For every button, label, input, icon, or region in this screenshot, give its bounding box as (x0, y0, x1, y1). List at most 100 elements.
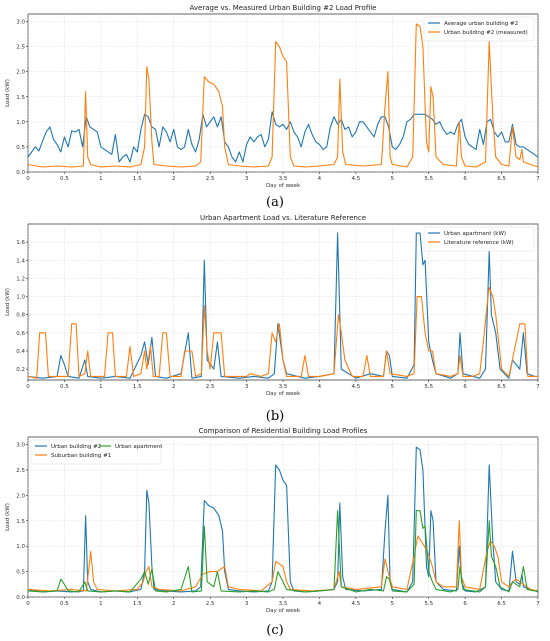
series-line-2 (28, 23, 538, 168)
x-tick-label: 2.5 (206, 384, 215, 390)
chart-panel-1: 0 0.5 1 1.5 2 2.5 3 3.5 4 4.5 5 5.5 6 6.5 7 0.0 0.5 1.0 1.… (5, 4, 540, 210)
x-tick-label: 3.5 (279, 384, 288, 390)
chart-title: Urban Apartment Load vs. Literature Refe… (200, 214, 366, 222)
x-tick-label: 5 (391, 176, 395, 182)
y-tick-label: 1.0 (16, 544, 25, 550)
y-tick-label: 0.6 (16, 331, 25, 337)
x-tick-label: 6 (463, 601, 467, 607)
x-tick-label: 2.5 (206, 601, 215, 607)
legend-entry: Urban building #2 (measured) (444, 30, 528, 36)
x-tick-label: 0.5 (60, 176, 69, 182)
x-tick-label: 4.5 (351, 384, 360, 390)
y-tick-label: 0.8 (16, 313, 25, 319)
x-tick-label: 3 (245, 176, 249, 182)
y-tick-label: 1.4 (16, 258, 25, 264)
y-tick-label: 1.5 (16, 519, 25, 525)
x-tick-label: 4 (318, 601, 322, 607)
y-tick-label: 3.0 (16, 20, 25, 26)
y-tick-label: 2.5 (16, 45, 25, 51)
x-tick-label: 5 (391, 384, 395, 390)
x-tick-label: 7 (536, 384, 540, 390)
legend-entry: Urban building #2 (51, 444, 101, 450)
x-tick-label: 0 (26, 176, 30, 182)
y-axis-label: Load (kW) (5, 503, 11, 531)
x-tick-label: 5.5 (424, 384, 433, 390)
series-line-1 (28, 111, 538, 163)
x-tick-label: 0.5 (60, 601, 69, 607)
y-tick-label: 1.0 (16, 120, 25, 126)
chart-panel-2: 0 0.5 1 1.5 2 2.5 3 3.5 4 4.5 5 5.5 6 6.5 7 0.2 0.4 0.6 0.… (5, 214, 540, 424)
y-tick-label: 2.0 (16, 493, 25, 499)
panel-label: (c) (266, 623, 283, 638)
x-tick-label: 0 (26, 384, 30, 390)
chart-panel-3: 0 0.5 1 1.5 2 2.5 3 3.5 4 4.5 5 5.5 6 6.5 7 0.0 0.5 1.0 1.… (5, 427, 540, 638)
y-tick-label: 0.5 (16, 570, 25, 576)
x-tick-label: 5.5 (424, 601, 433, 607)
y-tick-label: 1.6 (16, 240, 25, 246)
chart-title: Average vs. Measured Urban Building #2 L… (190, 4, 377, 12)
x-tick-label: 2 (172, 384, 176, 390)
y-tick-label: 0.5 (16, 145, 25, 151)
y-axis-label: Load (kW) (5, 79, 11, 107)
x-tick-label: 3.5 (279, 601, 288, 607)
x-tick-label: 4 (318, 176, 322, 182)
x-tick-label: 4.5 (351, 176, 360, 182)
x-tick-label: 7 (536, 601, 540, 607)
x-tick-label: 2 (172, 176, 176, 182)
legend-box (30, 439, 162, 465)
x-tick-label: 1.5 (133, 384, 142, 390)
legend-entry: Suburban building #1 (51, 453, 111, 459)
legend: Urban apartment (kW) Literature reference… (423, 226, 535, 252)
x-axis-label: Day of week (266, 183, 301, 189)
x-tick-label: 6.5 (497, 176, 506, 182)
legend: Urban building #2 Suburban building #1 Urb… (30, 439, 163, 465)
series-line-3 (28, 510, 538, 593)
x-tick-label: 7 (536, 176, 540, 182)
panel-label: (b) (266, 409, 284, 424)
x-tick-label: 3 (245, 384, 249, 390)
y-tick-label: 2.0 (16, 70, 25, 76)
y-tick-label: 1.5 (16, 95, 25, 101)
x-tick-label: 2.5 (206, 176, 215, 182)
legend-entry: Urban apartment (115, 444, 163, 450)
legend-box (423, 16, 535, 42)
y-tick-label: 3.0 (16, 443, 25, 449)
x-axis-label: Day of week (266, 391, 301, 397)
legend-entry: Average urban building #2 (444, 21, 518, 27)
x-tick-label: 3.5 (279, 176, 288, 182)
x-tick-label: 1 (99, 384, 103, 390)
panel-label: (a) (266, 195, 284, 210)
legend: Average urban building #2 Urban building … (423, 16, 535, 42)
x-tick-label: 2 (172, 601, 176, 607)
x-tick-label: 1 (99, 601, 103, 607)
legend-entry: Literature reference (kW) (444, 240, 514, 246)
x-tick-label: 0 (26, 601, 30, 607)
legend-entry: Urban apartment (kW) (444, 231, 506, 237)
x-tick-label: 4 (318, 384, 322, 390)
x-tick-label: 1.5 (133, 601, 142, 607)
y-tick-label: 0.2 (16, 367, 25, 373)
y-tick-label: 0.0 (16, 595, 25, 601)
y-tick-label: 0.0 (16, 170, 25, 176)
x-tick-label: 6.5 (497, 384, 506, 390)
x-tick-label: 1.5 (133, 176, 142, 182)
x-tick-label: 1 (99, 176, 103, 182)
legend-box (423, 226, 535, 252)
x-tick-label: 4.5 (351, 601, 360, 607)
y-tick-label: 2.5 (16, 468, 25, 474)
x-tick-label: 6 (463, 384, 467, 390)
x-tick-label: 3 (245, 601, 249, 607)
x-tick-label: 5 (391, 601, 395, 607)
x-tick-label: 6.5 (497, 601, 506, 607)
x-tick-label: 6 (463, 176, 467, 182)
y-tick-label: 1.0 (16, 295, 25, 301)
x-tick-label: 5.5 (424, 176, 433, 182)
x-tick-label: 0.5 (60, 384, 69, 390)
series-line-2 (28, 286, 538, 379)
y-tick-label: 1.2 (16, 276, 25, 282)
y-tick-label: 0.4 (16, 349, 25, 355)
x-axis-label: Day of week (266, 608, 301, 614)
chart-title: Comparison of Residential Building Load … (199, 427, 368, 435)
y-axis-label: Load (kW) (5, 288, 11, 316)
